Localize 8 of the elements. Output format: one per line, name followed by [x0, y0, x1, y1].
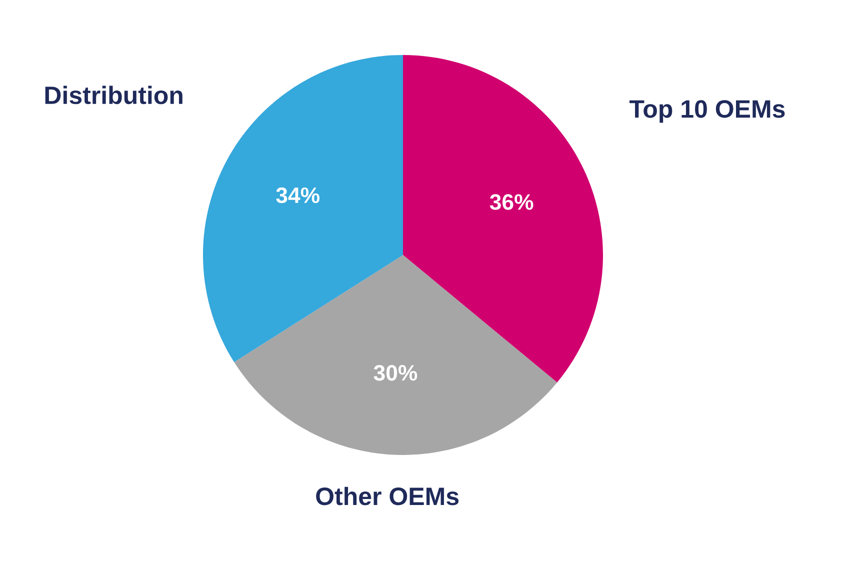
data-label: 30%	[374, 364, 418, 381]
data-label: 34%	[276, 187, 320, 204]
pie-slice	[234, 255, 558, 455]
slice-label: Top 10 OEMs	[629, 100, 785, 123]
slice-label: Other OEMs	[316, 486, 459, 506]
data-label: 36%	[490, 194, 534, 210]
slice-label: Distribution	[45, 86, 182, 104]
pie-slice	[203, 55, 403, 362]
